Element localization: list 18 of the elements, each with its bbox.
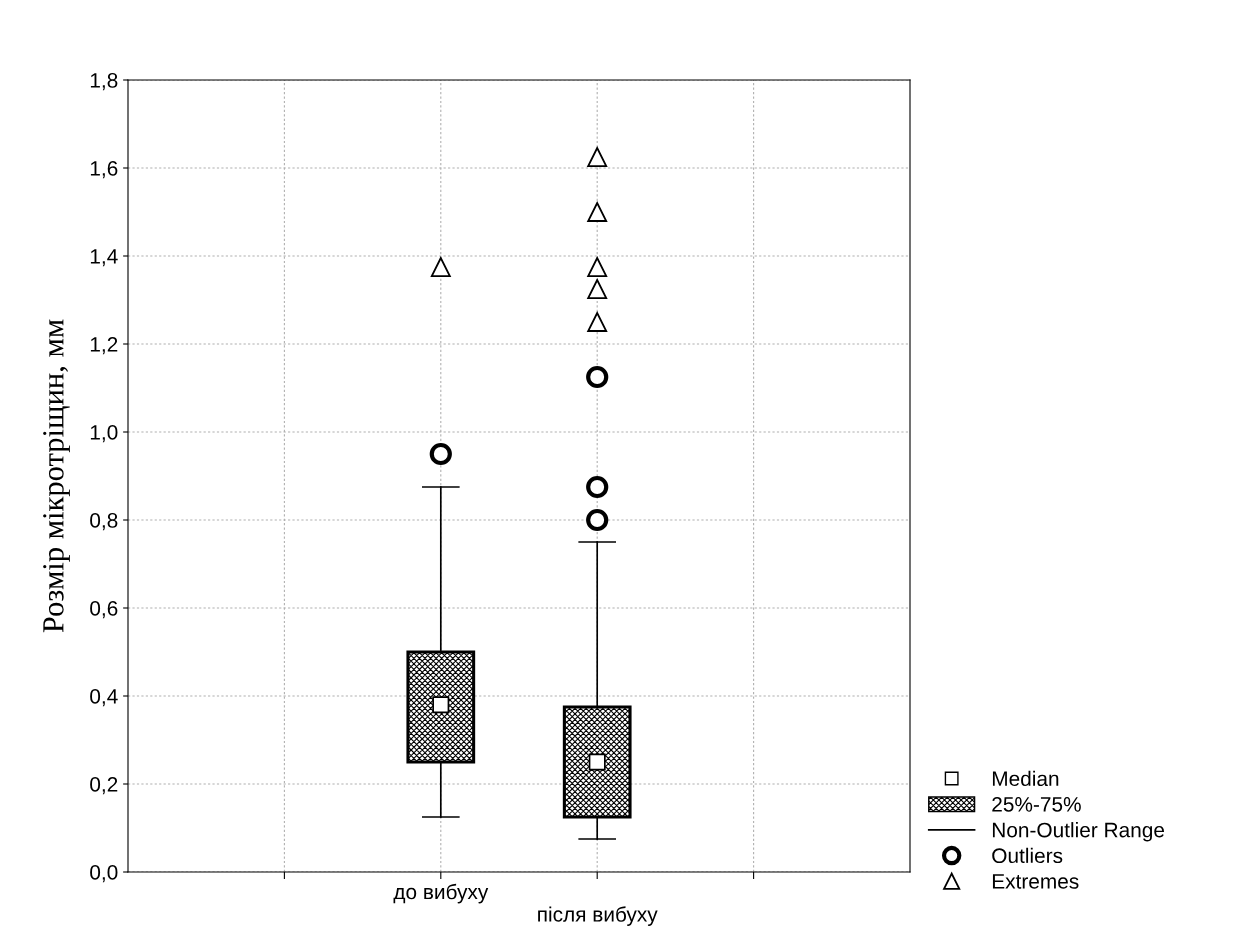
- y-axis-title: Розмір мікротріщин, мм: [43, 319, 70, 633]
- x-tick-label: після вибуху: [538, 906, 658, 926]
- y-tick-label: 0,8: [90, 513, 118, 531]
- text: Median: [992, 770, 1059, 787]
- y-tick-label: 0,2: [90, 777, 118, 795]
- y-tick-label: 1,4: [90, 249, 118, 267]
- y-tick-label: 1,8: [90, 73, 118, 91]
- y-tick-label: 1,6: [90, 161, 118, 179]
- text: Non-Outlier Range: [992, 822, 1165, 842]
- y-tick-label: 0,4: [90, 689, 118, 707]
- y-tick-label: 1,2: [90, 337, 118, 355]
- y-tick-label: 0,0: [90, 865, 118, 883]
- legend-label: Extremes: [992, 874, 1079, 889]
- legend-label: Outliers: [992, 847, 1063, 864]
- y-tick-label: 1,0: [90, 425, 118, 443]
- y-tick-label: 0,6: [90, 601, 118, 619]
- x-tick-label: до вибуху: [393, 883, 489, 904]
- legend-label: 25%-75%: [992, 796, 1081, 812]
